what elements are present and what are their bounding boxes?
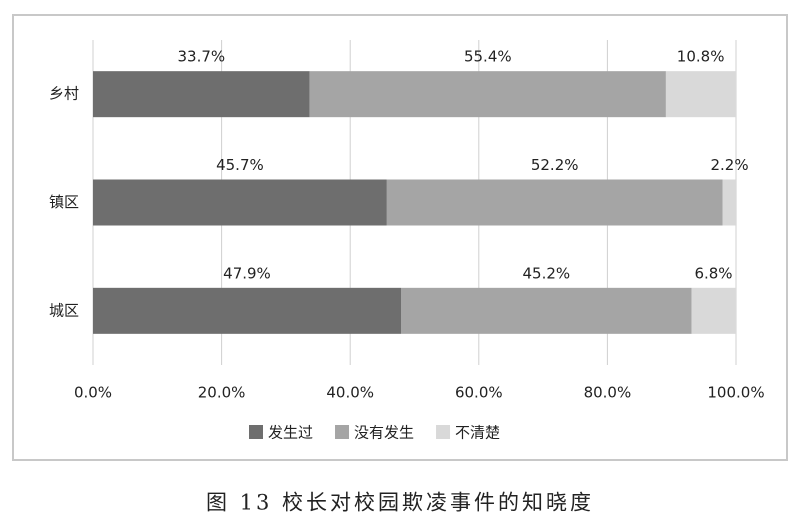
data-label: 10.8%: [677, 48, 725, 66]
bar-segment: [386, 179, 723, 226]
y-tick-label: 乡村: [49, 85, 79, 103]
bar-segment: [309, 71, 666, 118]
legend-label: 发生过: [268, 424, 313, 442]
bar-segment: [665, 71, 736, 118]
bar-segment: [691, 287, 736, 334]
x-tick-label: 40.0%: [326, 384, 374, 402]
x-tick-label: 60.0%: [455, 384, 503, 402]
data-label: 55.4%: [464, 48, 512, 66]
bar-segment: [722, 179, 737, 226]
data-label: 52.2%: [531, 156, 579, 174]
legend-label: 没有发生: [354, 424, 414, 442]
data-label: 6.8%: [694, 264, 732, 282]
y-tick-label: 城区: [49, 301, 79, 319]
data-label: 2.2%: [711, 156, 749, 174]
x-tick-label: 0.0%: [74, 384, 112, 402]
legend-swatch: [335, 425, 350, 439]
data-label: 33.7%: [178, 48, 226, 66]
data-label: 45.7%: [216, 156, 264, 174]
bar-segment: [93, 71, 310, 118]
y-tick-label: 镇区: [49, 193, 79, 211]
bar-segment: [93, 287, 401, 334]
bar-segment: [400, 287, 692, 334]
caption: 图 13 校长对校园欺凌事件的知晓度: [206, 491, 594, 515]
x-tick-label: 100.0%: [707, 384, 764, 402]
x-tick-label: 80.0%: [584, 384, 632, 402]
x-tick-label: 20.0%: [198, 384, 246, 402]
data-label: 45.2%: [522, 264, 570, 282]
data-label: 47.9%: [223, 264, 271, 282]
bar-segment: [93, 179, 387, 226]
legend-swatch: [436, 425, 451, 439]
legend-label: 不清楚: [455, 424, 500, 442]
chart-frame: [12, 14, 788, 461]
legend-swatch: [249, 425, 263, 439]
